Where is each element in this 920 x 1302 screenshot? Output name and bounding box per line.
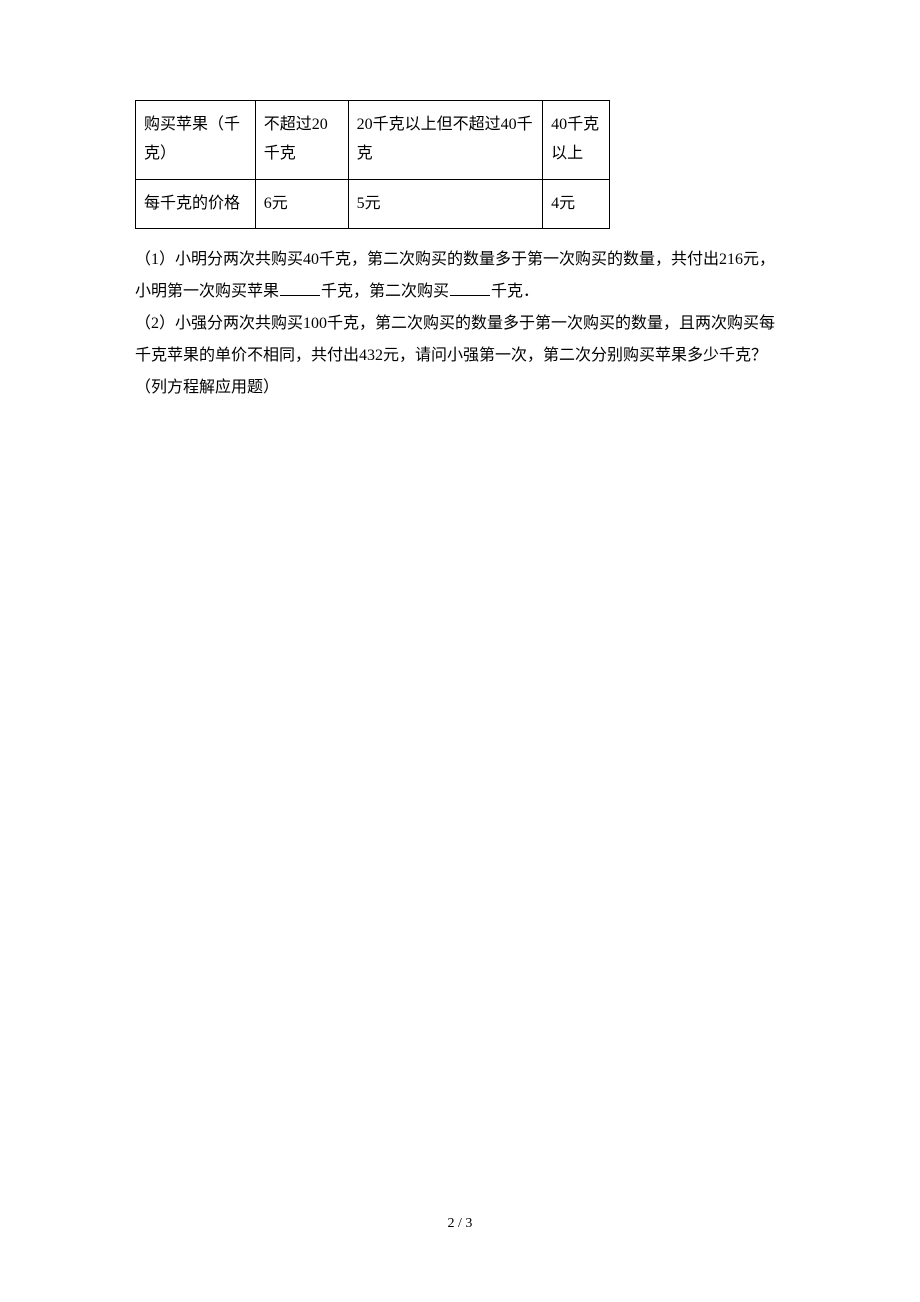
q1-part-b: 千克，第二次购买 xyxy=(321,283,449,300)
page-number: 2 / 3 xyxy=(0,1216,920,1232)
table-cell: 每千克的价格 xyxy=(136,179,256,229)
table-row: 每千克的价格 6元 5元 4元 xyxy=(136,179,610,229)
question-1: （1）小明分两次共购买40千克，第二次购买的数量多于第一次购买的数量，共付出21… xyxy=(135,244,785,308)
q1-part-c: 千克． xyxy=(491,283,539,300)
price-table: 购买苹果（千克） 不超过20千克 20千克以上但不超过40千克 40千克以上 每… xyxy=(135,100,610,229)
table-cell: 不超过20千克 xyxy=(255,101,348,180)
table-cell: 4元 xyxy=(543,179,610,229)
table-cell: 购买苹果（千克） xyxy=(136,101,256,180)
table-cell: 20千克以上但不超过40千克 xyxy=(348,101,543,180)
question-2: （2）小强分两次共购买100千克，第二次购买的数量多于第一次购买的数量，且两次购… xyxy=(135,308,785,404)
fill-blank xyxy=(280,280,320,296)
table-cell: 5元 xyxy=(348,179,543,229)
table-cell: 40千克以上 xyxy=(543,101,610,180)
fill-blank xyxy=(450,280,490,296)
table-cell: 6元 xyxy=(255,179,348,229)
table-row: 购买苹果（千克） 不超过20千克 20千克以上但不超过40千克 40千克以上 xyxy=(136,101,610,180)
